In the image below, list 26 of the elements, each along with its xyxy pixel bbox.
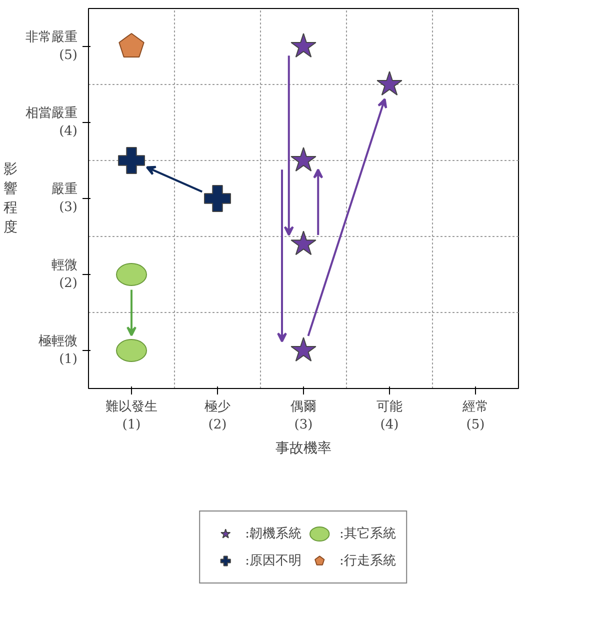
y-tick-label: 相當嚴重 (4)	[26, 106, 78, 139]
legend-label: :行走系統	[340, 552, 396, 569]
point	[376, 71, 402, 96]
y-axis-title: 影響程度	[4, 162, 18, 236]
point	[118, 33, 144, 58]
legend-label: :韌機系統	[245, 525, 302, 542]
x-tick-label: 極少 (2)	[204, 400, 230, 432]
y-tick-label: 極輕微 (1)	[38, 334, 78, 367]
point	[290, 33, 316, 58]
point	[116, 263, 147, 286]
x-tick-label: 偶爾 (3)	[290, 400, 316, 432]
y-tick-label: 嚴重 (3)	[52, 182, 78, 215]
point	[116, 339, 147, 362]
x-tick-label: 難以發生 (1)	[106, 400, 158, 432]
legend-label: :原因不明	[245, 552, 302, 569]
point	[290, 147, 316, 172]
point	[204, 185, 231, 212]
point	[118, 147, 145, 174]
point	[290, 230, 316, 256]
x-axis-title: 事故機率	[276, 440, 332, 456]
x-tick-label: 經常 (5)	[462, 400, 488, 432]
y-tick-label: 非常嚴重 (5)	[26, 30, 78, 63]
x-tick-label: 可能 (4)	[376, 400, 402, 432]
legend-label: :其它系統	[340, 525, 396, 542]
y-tick-label: 輕微 (2)	[52, 258, 78, 291]
point	[290, 337, 316, 362]
